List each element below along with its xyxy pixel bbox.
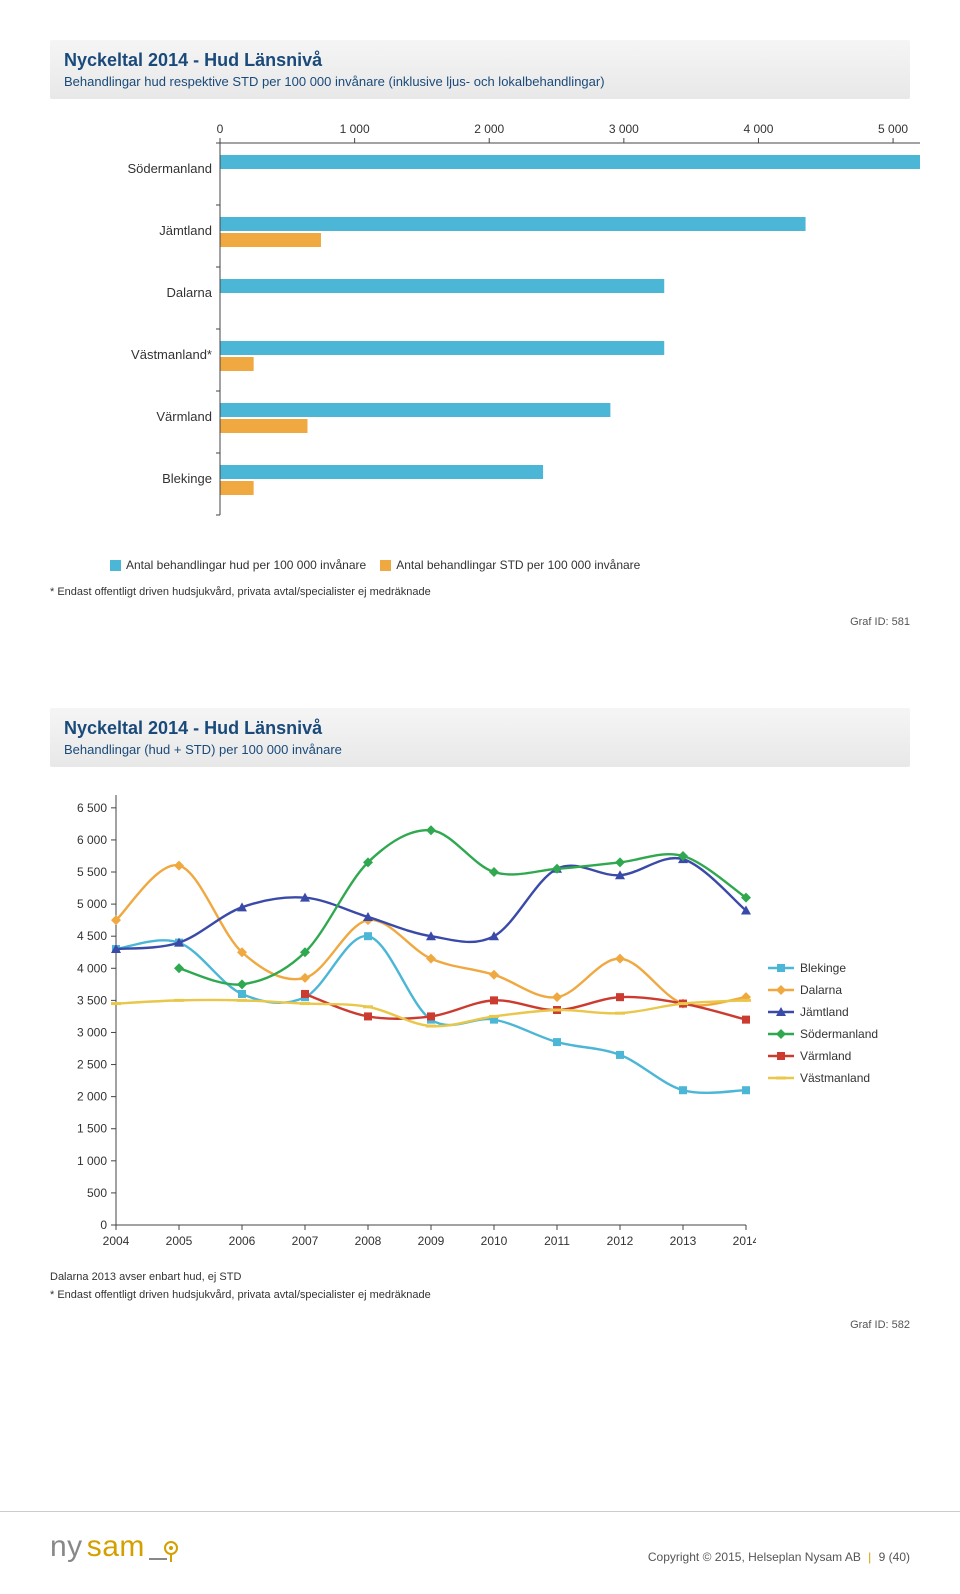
copyright: Copyright © 2015, Helseplan Nysam AB | 9… — [648, 1550, 910, 1564]
svg-text:Västmanland*: Västmanland* — [131, 347, 212, 362]
legend-item: Södermanland — [768, 1027, 878, 1041]
svg-text:1 000: 1 000 — [77, 1154, 107, 1168]
chart-footnote: * Endast offentligt driven hudsjukvård, … — [50, 586, 910, 598]
page-number: 9 (40) — [879, 1550, 910, 1564]
svg-text:Södermanland: Södermanland — [127, 161, 212, 176]
svg-text:1 500: 1 500 — [77, 1122, 107, 1136]
copyright-text: Copyright © 2015, Helseplan Nysam AB — [648, 1550, 861, 1564]
line-chart-legend: Blekinge Dalarna Jämtland Södermanland Värml… — [756, 785, 878, 1261]
chart-footnote: Dalarna 2013 avser enbart hud, ej STD — [50, 1271, 910, 1283]
svg-text:2004: 2004 — [103, 1234, 130, 1248]
svg-text:5 500: 5 500 — [77, 865, 107, 879]
svg-text:Dalarna: Dalarna — [166, 285, 212, 300]
svg-text:4 000: 4 000 — [77, 961, 107, 975]
chart-footnote: * Endast offentligt driven hudsjukvård, … — [50, 1289, 910, 1301]
legend-item: Västmanland — [768, 1071, 878, 1085]
separator: | — [864, 1550, 875, 1564]
bar-chart-legend: Antal behandlingar hud per 100 000 invån… — [50, 558, 910, 572]
chart-title: Nyckeltal 2014 - Hud Länsnivå — [64, 718, 896, 739]
logo-text: ny — [50, 1530, 83, 1564]
svg-text:2006: 2006 — [229, 1234, 256, 1248]
svg-text:2009: 2009 — [418, 1234, 445, 1248]
svg-text:4 000: 4 000 — [743, 122, 773, 136]
logo-text: sam — [87, 1530, 145, 1564]
bar-chart-card: Nyckeltal 2014 - Hud Länsnivå Behandling… — [50, 40, 910, 628]
legend-item: Antal behandlingar STD per 100 000 invån… — [380, 558, 640, 572]
svg-text:500: 500 — [87, 1186, 107, 1200]
graf-id: Graf ID: 582 — [50, 1319, 910, 1331]
svg-text:2 500: 2 500 — [77, 1058, 107, 1072]
svg-text:2011: 2011 — [544, 1234, 570, 1248]
svg-text:Blekinge: Blekinge — [162, 471, 212, 486]
svg-text:6 500: 6 500 — [77, 801, 107, 815]
svg-text:4 500: 4 500 — [77, 929, 107, 943]
line-chart-card: Nyckeltal 2014 - Hud Länsnivå Behandling… — [50, 708, 910, 1331]
svg-text:3 000: 3 000 — [609, 122, 639, 136]
chart-header: Nyckeltal 2014 - Hud Länsnivå Behandling… — [50, 40, 910, 99]
logo: nysam — [50, 1530, 179, 1564]
line-chart-plot: 0 500 1 000 1 500 2 000 2 500 3 000 3 500 4 000 4… — [50, 767, 910, 1265]
logo-icon — [149, 1534, 179, 1564]
svg-text:1 000: 1 000 — [340, 122, 370, 136]
page-footer: nysam Copyright © 2015, Helseplan Nysam … — [0, 1511, 960, 1594]
chart-subtitle: Behandlingar hud respektive STD per 100 … — [64, 74, 896, 89]
chart-title: Nyckeltal 2014 - Hud Länsnivå — [64, 50, 896, 71]
svg-text:Värmland: Värmland — [156, 409, 212, 424]
svg-text:2013: 2013 — [670, 1234, 697, 1248]
svg-text:2008: 2008 — [355, 1234, 382, 1248]
chart-header: Nyckeltal 2014 - Hud Länsnivå Behandling… — [50, 708, 910, 767]
svg-text:3 000: 3 000 — [77, 1025, 107, 1039]
graf-id: Graf ID: 581 — [50, 616, 910, 628]
svg-text:2 000: 2 000 — [474, 122, 504, 136]
svg-text:2005: 2005 — [166, 1234, 193, 1248]
svg-text:2010: 2010 — [481, 1234, 508, 1248]
legend-item: Värmland — [768, 1049, 878, 1063]
svg-text:0: 0 — [217, 122, 224, 136]
svg-text:3 500: 3 500 — [77, 993, 107, 1007]
legend-item: Antal behandlingar hud per 100 000 invån… — [110, 558, 366, 572]
svg-text:0: 0 — [100, 1218, 107, 1232]
svg-text:5 000: 5 000 — [878, 122, 908, 136]
svg-text:2012: 2012 — [607, 1234, 634, 1248]
legend-item: Dalarna — [768, 983, 878, 997]
bar-chart-plot: 0 1 000 2 000 3 000 4 000 5 000 Södermanland Jä… — [50, 99, 910, 548]
svg-text:2014: 2014 — [733, 1234, 756, 1248]
svg-text:5 000: 5 000 — [77, 897, 107, 911]
legend-item: Jämtland — [768, 1005, 878, 1019]
svg-text:6 000: 6 000 — [77, 833, 107, 847]
svg-text:2007: 2007 — [292, 1234, 319, 1248]
chart-subtitle: Behandlingar (hud + STD) per 100 000 inv… — [64, 742, 896, 757]
legend-item: Blekinge — [768, 961, 878, 975]
svg-text:Jämtland: Jämtland — [159, 223, 212, 238]
svg-text:2 000: 2 000 — [77, 1090, 107, 1104]
